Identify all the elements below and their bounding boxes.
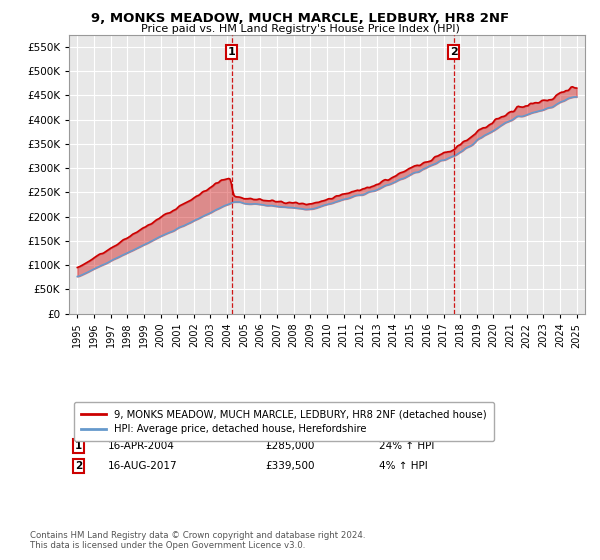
Text: Contains HM Land Registry data © Crown copyright and database right 2024.
This d: Contains HM Land Registry data © Crown c… xyxy=(30,530,365,550)
Text: £285,000: £285,000 xyxy=(265,441,314,451)
Text: 2: 2 xyxy=(74,460,82,470)
Legend: 9, MONKS MEADOW, MUCH MARCLE, LEDBURY, HR8 2NF (detached house), HPI: Average pr: 9, MONKS MEADOW, MUCH MARCLE, LEDBURY, H… xyxy=(74,402,494,441)
Text: 4% ↑ HPI: 4% ↑ HPI xyxy=(379,460,427,470)
Text: 16-AUG-2017: 16-AUG-2017 xyxy=(108,460,178,470)
Text: 1: 1 xyxy=(228,47,236,57)
Text: 2: 2 xyxy=(450,47,458,57)
Text: 24% ↑ HPI: 24% ↑ HPI xyxy=(379,441,434,451)
Text: £339,500: £339,500 xyxy=(265,460,314,470)
Text: 9, MONKS MEADOW, MUCH MARCLE, LEDBURY, HR8 2NF: 9, MONKS MEADOW, MUCH MARCLE, LEDBURY, H… xyxy=(91,12,509,25)
Text: Price paid vs. HM Land Registry's House Price Index (HPI): Price paid vs. HM Land Registry's House … xyxy=(140,24,460,34)
Text: 16-APR-2004: 16-APR-2004 xyxy=(108,441,175,451)
Text: 1: 1 xyxy=(74,441,82,451)
